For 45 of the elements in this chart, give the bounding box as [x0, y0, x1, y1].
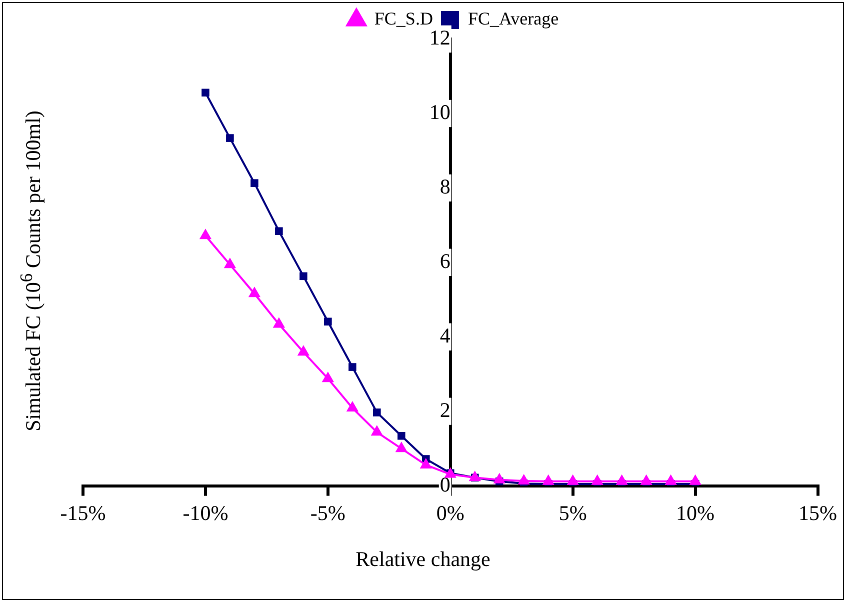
legend-label: FC_Average	[468, 8, 559, 29]
point	[250, 179, 258, 187]
point	[202, 88, 210, 97]
point	[591, 474, 604, 485]
y-tick-label: 6	[440, 248, 450, 273]
point	[664, 474, 677, 485]
point	[248, 286, 261, 298]
point	[566, 474, 579, 485]
x-tick-label: 0%	[436, 500, 464, 525]
point	[297, 345, 310, 356]
x-tick-label: -15%	[60, 500, 106, 525]
point	[348, 363, 356, 371]
x-axis-title: Relative change	[354, 547, 492, 572]
point	[518, 474, 530, 484]
point	[395, 442, 408, 452]
x-tick-label: 10%	[676, 500, 715, 525]
y-tick-label: 0	[440, 472, 450, 496]
point	[199, 228, 212, 240]
point	[224, 258, 236, 268]
x-tick-label: 15%	[798, 500, 838, 525]
point	[542, 474, 554, 485]
y-tick-label: 10	[429, 100, 450, 124]
point	[300, 272, 308, 280]
point	[493, 472, 506, 484]
point	[373, 408, 381, 416]
x-tick-label: -10%	[182, 500, 228, 525]
y-tick-label: 12	[429, 26, 450, 50]
point	[275, 227, 283, 236]
y-tick-label: 8	[440, 174, 450, 198]
point	[324, 318, 332, 326]
point	[370, 425, 383, 436]
point	[689, 474, 702, 485]
y-tick-label: 2	[440, 398, 450, 422]
point	[346, 400, 358, 412]
point	[322, 372, 334, 382]
point	[468, 470, 481, 482]
point	[226, 134, 234, 142]
point	[420, 458, 432, 468]
point	[398, 432, 406, 440]
point	[616, 474, 628, 485]
point	[640, 474, 652, 485]
x-tick-label: -5%	[310, 500, 346, 525]
point	[272, 317, 285, 328]
y-tick-label: 4	[440, 323, 451, 348]
x-tick-label: 5%	[558, 500, 587, 525]
